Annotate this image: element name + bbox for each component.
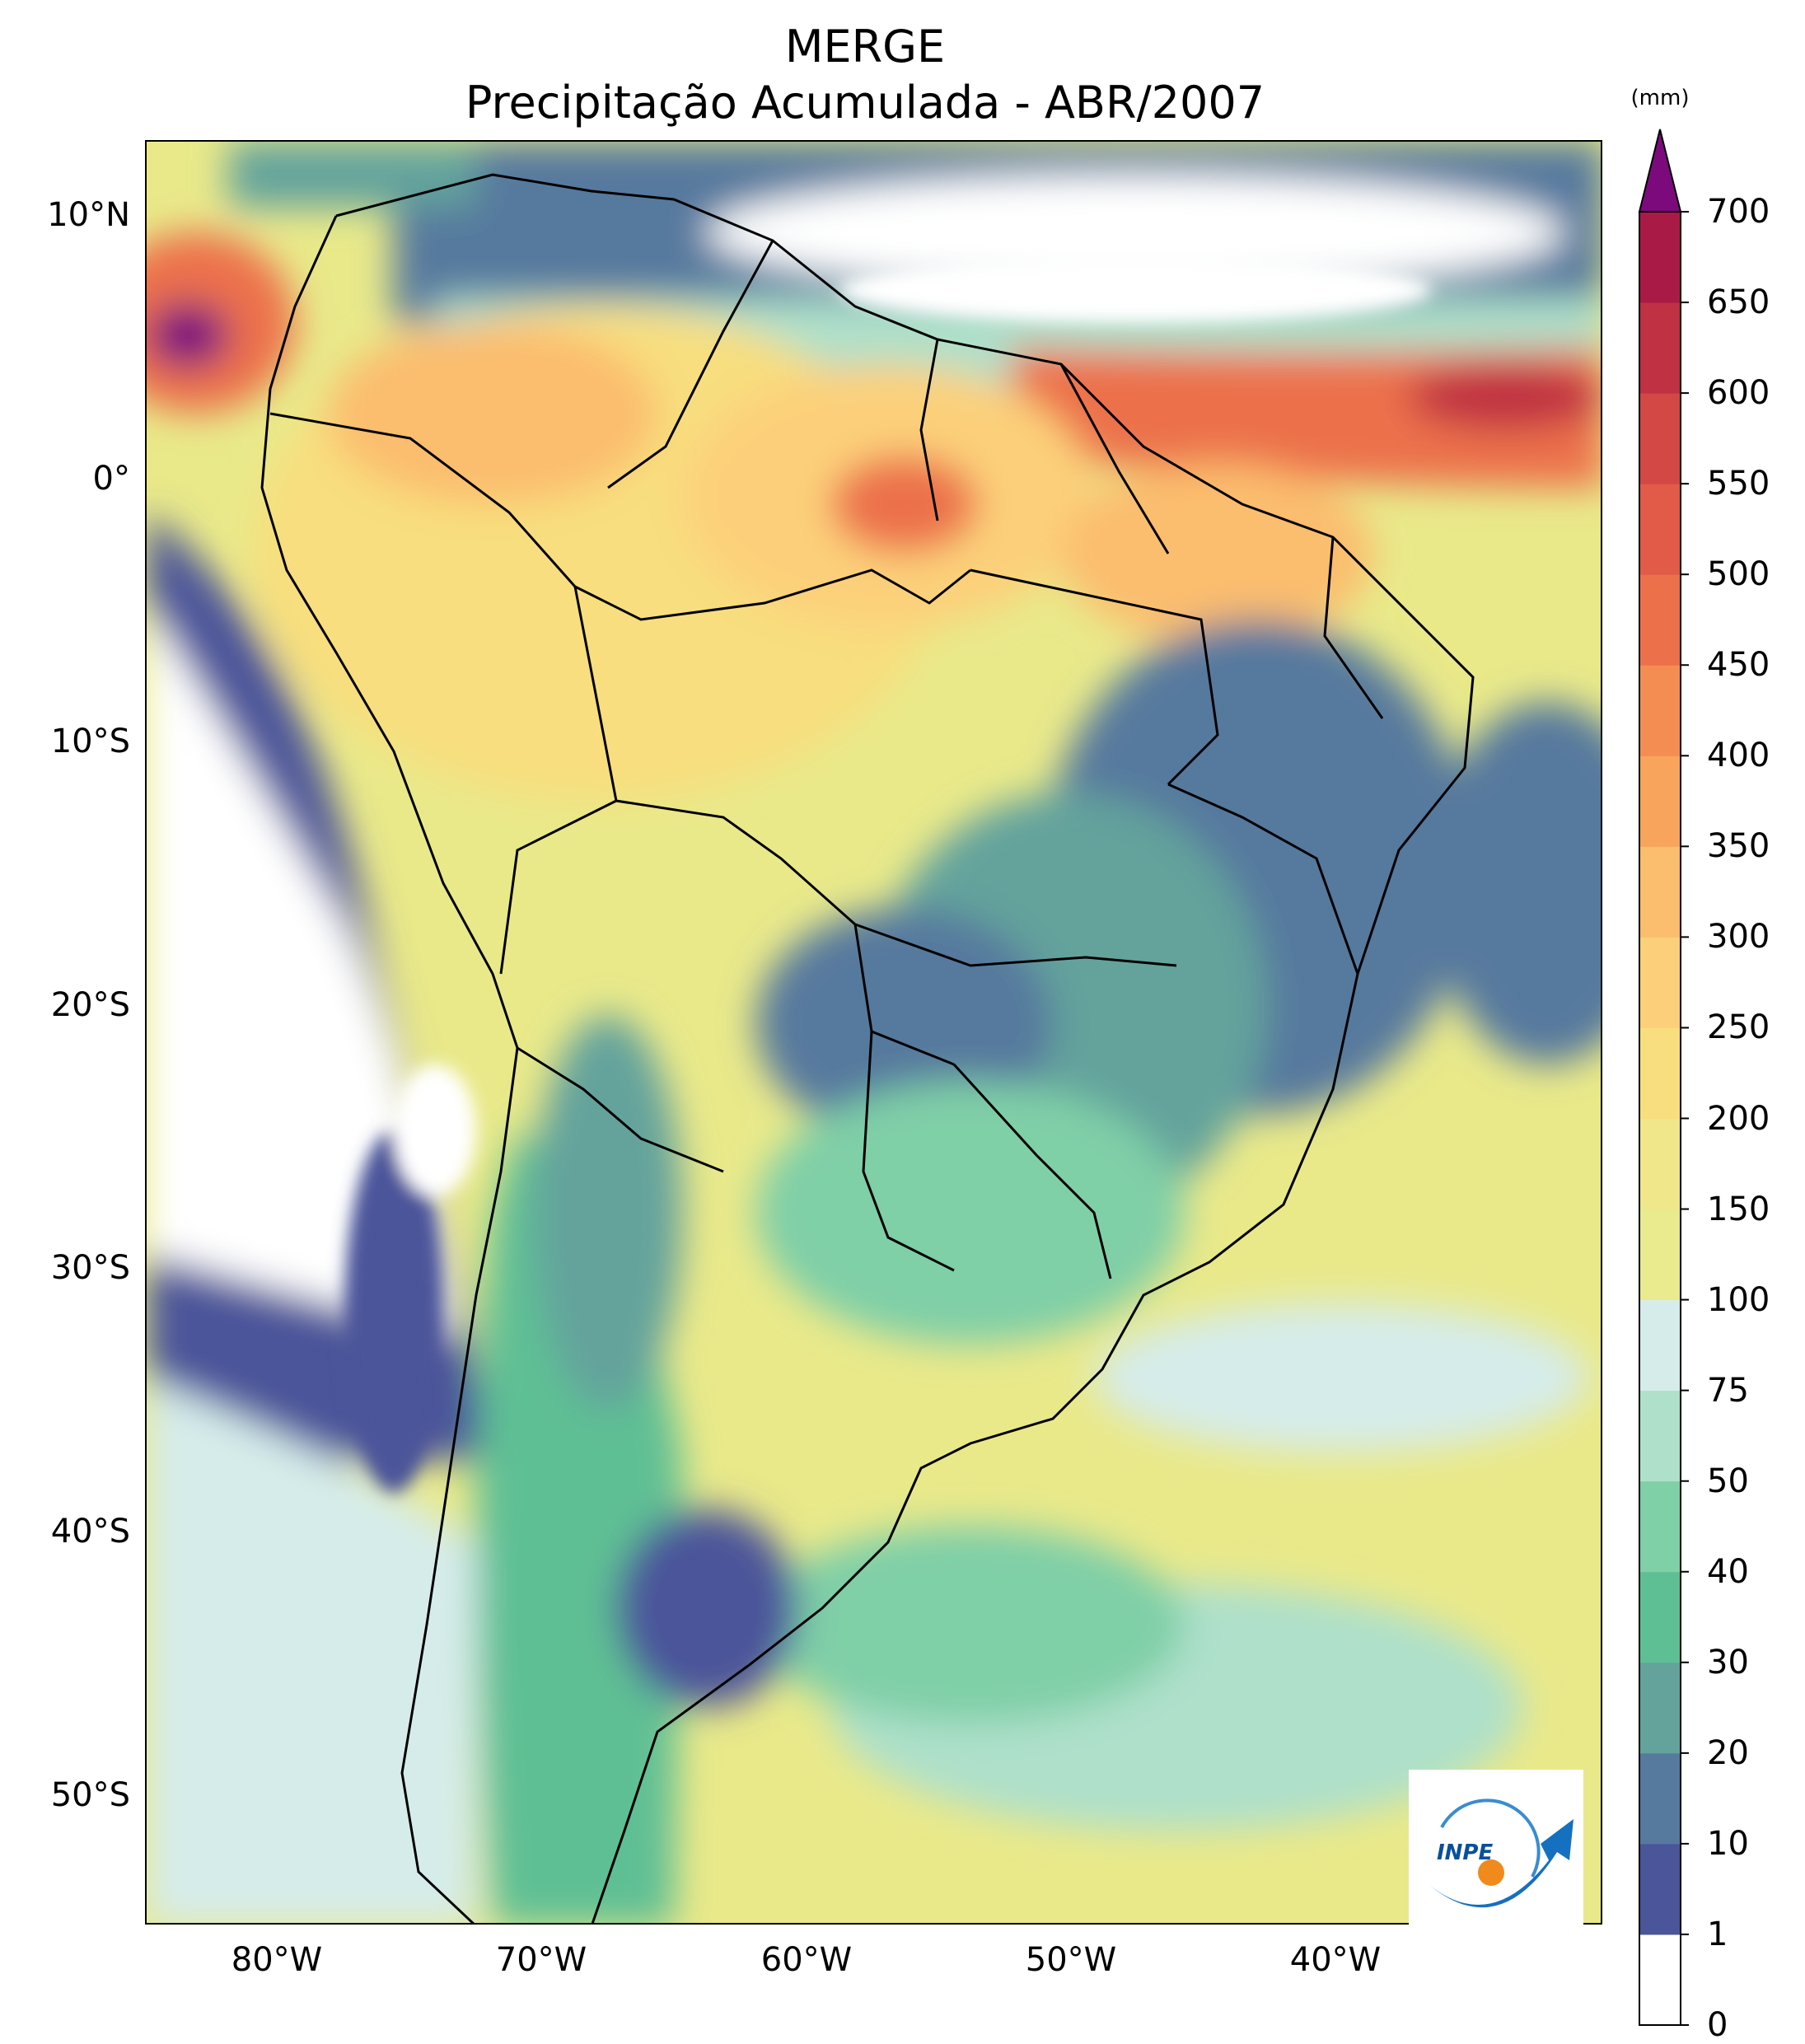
map-frame <box>145 140 1602 1925</box>
lat-tick-label: 50°S <box>50 1776 130 1814</box>
chart-title-line2: Precipitação Acumulada - ABR/2007 <box>465 77 1265 129</box>
colorbar-tick-label: 40 <box>1707 1552 1749 1591</box>
colorbar-tick-label: 400 <box>1707 737 1770 775</box>
inpe-logo: INPE <box>1409 1770 1583 1943</box>
precipitation-map <box>147 142 1601 1923</box>
colorbar-tick-label: 700 <box>1707 193 1770 231</box>
colorbar-tick-label: 30 <box>1707 1643 1749 1682</box>
lon-tick-label: 80°W <box>231 1941 323 1979</box>
colorbar-tick-label: 250 <box>1707 1008 1770 1047</box>
colorbar-bin <box>1639 1843 1681 1935</box>
colorbar-tick-label: 1 <box>1707 1915 1728 1953</box>
colorbar-tick-label: 450 <box>1707 646 1770 685</box>
lat-tick-label: 40°S <box>50 1513 130 1551</box>
colorbar-bin <box>1639 755 1681 847</box>
logo-text: INPE <box>1437 1841 1494 1865</box>
colorbar-bin <box>1639 937 1681 1028</box>
lat-tick-label: 10°N <box>47 196 130 234</box>
lat-tick-label: 30°S <box>50 1249 130 1287</box>
colorbar-bin <box>1639 1027 1681 1119</box>
colorbar-bin <box>1639 574 1681 666</box>
colorbar-bin <box>1639 1571 1681 1663</box>
lon-tick-label: 60°W <box>760 1941 853 1979</box>
colorbar-extend-arrow <box>1638 129 1682 213</box>
colorbar-tick-label: 50 <box>1707 1462 1749 1500</box>
colorbar-tick-label: 75 <box>1707 1371 1749 1410</box>
colorbar-tick-label: 650 <box>1707 283 1770 322</box>
colorbar-unit: (mm) <box>1630 86 1690 110</box>
lon-tick-label: 50°W <box>1025 1941 1117 1979</box>
colorbar-tick-label: 300 <box>1707 918 1770 957</box>
lat-tick-label: 10°S <box>50 723 130 760</box>
lon-tick-label: 40°W <box>1289 1941 1382 1979</box>
colorbar-tick-label: 200 <box>1707 1099 1770 1138</box>
colorbar-bin <box>1639 1752 1681 1845</box>
lat-tick-label: 20°S <box>50 986 130 1024</box>
colorbar-bin <box>1639 1934 1681 2026</box>
colorbar-bin <box>1639 1299 1681 1392</box>
lon-tick-label: 70°W <box>495 1941 587 1979</box>
colorbar-bin <box>1639 302 1681 394</box>
colorbar-tick-label: 10 <box>1707 1824 1749 1863</box>
colorbar-tick-label: 20 <box>1707 1733 1749 1772</box>
colorbar-bin <box>1639 1480 1681 1573</box>
colorbar-tick-label: 100 <box>1707 1280 1770 1319</box>
colorbar-bin <box>1639 1662 1681 1754</box>
colorbar-bin <box>1639 484 1681 575</box>
colorbar-tick-label: 600 <box>1707 374 1770 413</box>
inpe-logo-icon <box>1429 1798 1574 1908</box>
colorbar-tick-label: 500 <box>1707 555 1770 594</box>
chart-title-line1: MERGE <box>784 21 946 72</box>
colorbar-bin <box>1639 665 1681 756</box>
colorbar-bin <box>1639 393 1681 484</box>
colorbar-tick-label: 350 <box>1707 827 1770 866</box>
colorbar-bin <box>1639 1209 1681 1301</box>
colorbar-bin <box>1639 1118 1681 1210</box>
lat-tick-label: 0° <box>92 460 130 498</box>
colorbar-tick-label: 0 <box>1707 2006 1728 2044</box>
colorbar-bin <box>1639 212 1681 303</box>
colorbar-tick-label: 150 <box>1707 1190 1770 1228</box>
colorbar <box>1638 129 1689 2026</box>
colorbar-bin <box>1639 1390 1681 1482</box>
colorbar-bin <box>1639 846 1681 938</box>
colorbar-tick-label: 550 <box>1707 465 1770 503</box>
